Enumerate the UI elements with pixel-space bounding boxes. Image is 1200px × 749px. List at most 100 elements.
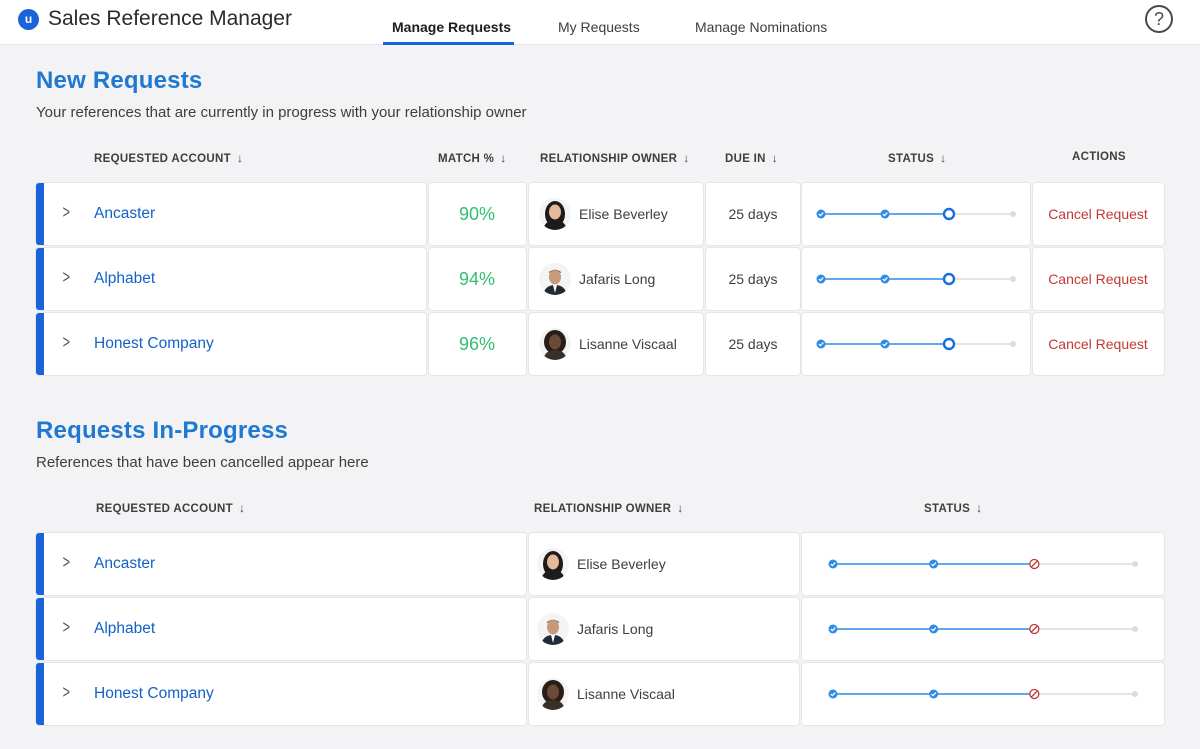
status-progress <box>828 558 1138 570</box>
step-pending-icon <box>1132 691 1138 697</box>
step-complete-icon <box>828 559 838 569</box>
sort-arrow-icon[interactable]: ↓ <box>677 501 684 515</box>
top-bar: u Sales Reference Manager Manage Request… <box>0 0 1200 45</box>
requested-account-link[interactable]: Honest Company <box>94 685 214 702</box>
sort-arrow-icon[interactable]: ↓ <box>683 151 690 165</box>
step-cancelled-icon <box>1029 558 1040 570</box>
chevron-right-icon[interactable]: > <box>62 552 70 572</box>
relationship-owner-name: Jafaris Long <box>579 271 656 287</box>
sort-arrow-icon[interactable]: ↓ <box>236 151 244 165</box>
requested-account-link[interactable]: Alphabet <box>94 270 156 287</box>
col-header-requested-account[interactable]: REQUESTED ACCOUNT ↓ <box>96 501 246 515</box>
requested-account-link[interactable]: Ancaster <box>94 205 156 222</box>
account-cell[interactable] <box>36 533 526 595</box>
relationship-owner-name: Elise Beverley <box>579 206 668 222</box>
account-cell[interactable] <box>36 663 526 725</box>
step-complete-icon <box>880 274 890 284</box>
relationship-owner-name: Lisanne Viscaal <box>579 336 677 352</box>
chevron-right-icon[interactable]: > <box>62 682 70 702</box>
sort-arrow-icon[interactable]: ↓ <box>500 151 507 165</box>
due-in-value: 25 days <box>728 336 778 352</box>
cancel-request-button[interactable]: Cancel Request <box>1048 206 1148 222</box>
cancel-request-button[interactable]: Cancel Request <box>1048 271 1148 287</box>
step-complete-icon <box>929 559 939 569</box>
new-requests-subtitle: Your references that are currently in pr… <box>36 104 527 121</box>
avatar <box>539 328 571 360</box>
due-cell <box>706 248 800 310</box>
account-cell[interactable] <box>36 183 426 245</box>
app-logo-icon: u <box>18 9 39 30</box>
owner-cell <box>529 598 799 660</box>
tab-my-requests[interactable]: My Requests <box>558 19 640 35</box>
status-progress <box>828 623 1138 635</box>
step-pending-icon <box>1010 276 1016 282</box>
match-percent: 96% <box>458 334 496 354</box>
match-cell <box>429 248 526 310</box>
chevron-right-icon[interactable]: > <box>62 202 70 222</box>
status-progress <box>828 688 1138 700</box>
status-progress <box>816 337 1016 351</box>
step-current-icon <box>942 207 956 221</box>
in-progress-subtitle: References that have been cancelled appe… <box>36 454 369 471</box>
row-accent-bar <box>36 248 44 310</box>
help-icon[interactable]: ? <box>1145 5 1173 33</box>
step-pending-icon <box>1010 341 1016 347</box>
requested-account-link[interactable]: Honest Company <box>94 335 214 352</box>
tab-manage-requests[interactable]: Manage Requests <box>392 19 512 35</box>
due-in-value: 25 days <box>728 271 778 287</box>
col-header-status[interactable]: STATUS ↓ <box>924 501 983 515</box>
step-complete-icon <box>816 274 826 284</box>
avatar <box>539 198 571 230</box>
row-accent-bar <box>36 533 44 595</box>
actions-cell <box>1033 183 1164 245</box>
chevron-right-icon[interactable]: > <box>62 267 70 287</box>
col-header-status[interactable]: STATUS ↓ <box>888 151 947 165</box>
step-complete-icon <box>828 624 838 634</box>
step-current-icon <box>942 272 956 286</box>
owner-cell <box>529 663 799 725</box>
step-complete-icon <box>816 209 826 219</box>
col-header-relationship-owner[interactable]: RELATIONSHIP OWNER ↓ <box>534 501 684 515</box>
col-header-requested-account[interactable]: REQUESTED ACCOUNT ↓ <box>94 151 244 165</box>
due-cell <box>706 313 800 375</box>
requested-account-link[interactable]: Alphabet <box>94 620 156 637</box>
col-header-match[interactable]: MATCH % ↓ <box>438 151 507 165</box>
owner-cell <box>529 533 799 595</box>
step-cancelled-icon <box>1029 688 1040 700</box>
active-tab-indicator <box>383 42 514 45</box>
chevron-right-icon[interactable]: > <box>62 332 70 352</box>
relationship-owner-name: Elise Beverley <box>577 556 666 572</box>
actions-cell <box>1033 313 1164 375</box>
step-complete-icon <box>929 689 939 699</box>
avatar <box>537 678 569 710</box>
step-complete-icon <box>880 339 890 349</box>
sort-arrow-icon[interactable]: ↓ <box>976 501 983 515</box>
col-header-due-in[interactable]: DUE IN ↓ <box>725 151 779 165</box>
due-in-value: 25 days <box>728 206 778 222</box>
step-pending-icon <box>1010 211 1016 217</box>
sort-arrow-icon[interactable]: ↓ <box>771 151 779 165</box>
tab-manage-nominations[interactable]: Manage Nominations <box>695 19 828 35</box>
step-pending-icon <box>1132 626 1138 632</box>
avatar <box>537 548 569 580</box>
match-cell <box>429 313 526 375</box>
account-cell[interactable] <box>36 313 426 375</box>
sort-arrow-icon[interactable]: ↓ <box>238 501 246 515</box>
step-complete-icon <box>880 209 890 219</box>
in-progress-title: Requests In-Progress <box>36 417 289 444</box>
actions-cell <box>1033 248 1164 310</box>
avatar <box>539 263 571 295</box>
chevron-right-icon[interactable]: > <box>62 617 70 637</box>
col-header-relationship-owner[interactable]: RELATIONSHIP OWNER ↓ <box>540 151 690 165</box>
status-progress <box>816 207 1016 221</box>
step-cancelled-icon <box>1029 623 1040 635</box>
due-cell <box>706 183 800 245</box>
app-title: Sales Reference Manager <box>48 7 292 30</box>
account-cell[interactable] <box>36 248 426 310</box>
cancel-request-button[interactable]: Cancel Request <box>1048 336 1148 352</box>
match-percent: 90% <box>458 204 496 224</box>
requested-account-link[interactable]: Ancaster <box>94 555 156 572</box>
sort-arrow-icon[interactable]: ↓ <box>940 151 947 165</box>
match-percent: 94% <box>458 269 496 289</box>
account-cell[interactable] <box>36 598 526 660</box>
